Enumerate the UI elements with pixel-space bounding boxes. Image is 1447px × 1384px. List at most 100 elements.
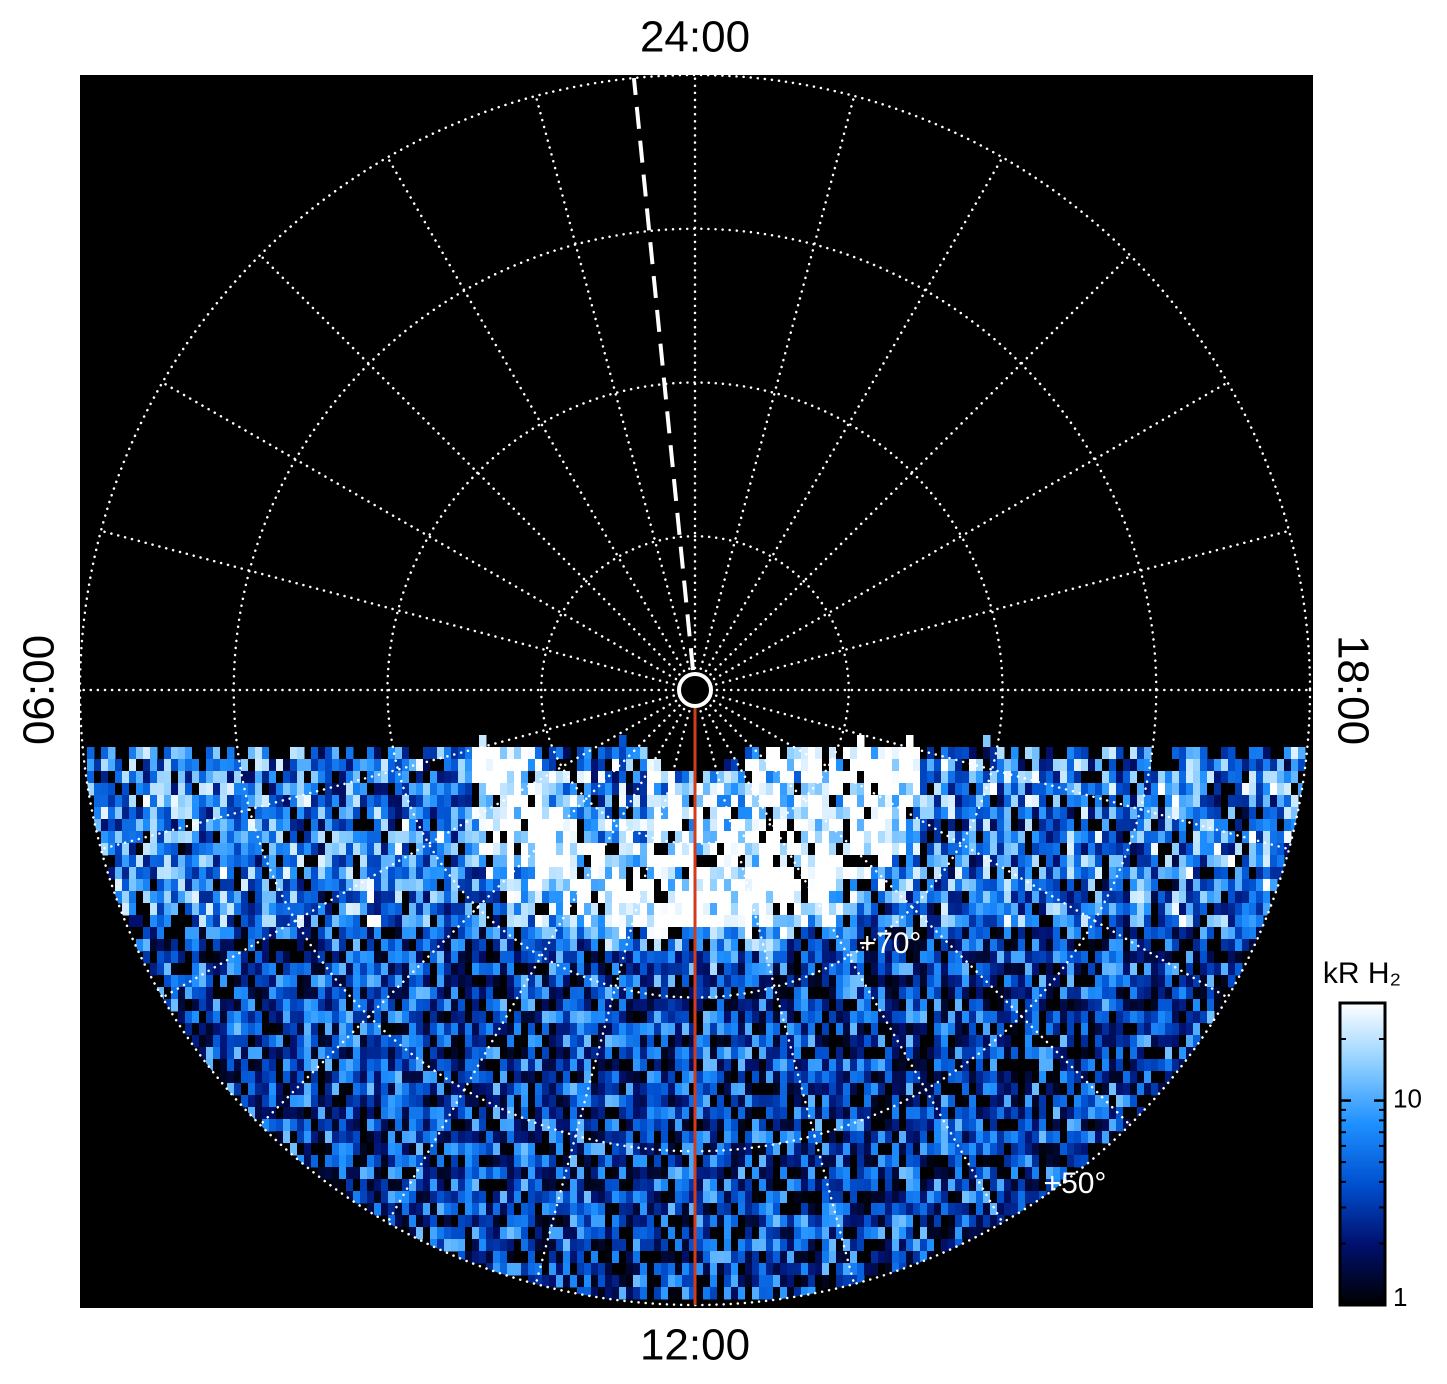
emission-pixel — [465, 975, 473, 988]
emission-pixel — [1095, 1023, 1103, 1036]
emission-pixel — [850, 915, 858, 928]
emission-pixel — [983, 927, 991, 940]
emission-pixel — [1011, 1095, 1019, 1108]
emission-pixel — [605, 1071, 613, 1084]
emission-pixel — [220, 771, 228, 784]
emission-pixel — [479, 1095, 487, 1108]
emission-pixel — [332, 987, 340, 1000]
emission-pixel — [521, 987, 529, 1000]
emission-pixel — [1214, 759, 1222, 772]
emission-pixel — [311, 1035, 319, 1048]
emission-pixel — [213, 927, 221, 940]
emission-pixel — [766, 1083, 774, 1096]
emission-pixel — [766, 1059, 774, 1072]
emission-pixel — [668, 879, 676, 892]
emission-pixel — [416, 915, 424, 928]
emission-pixel — [801, 843, 809, 856]
emission-pixel — [143, 915, 151, 928]
emission-pixel — [486, 771, 494, 784]
emission-pixel — [353, 999, 361, 1012]
emission-pixel — [1025, 771, 1033, 784]
emission-pixel — [584, 987, 592, 1000]
emission-pixel — [1025, 891, 1033, 904]
emission-pixel — [472, 855, 480, 868]
emission-pixel — [689, 819, 697, 832]
emission-pixel — [591, 855, 599, 868]
emission-pixel — [458, 975, 466, 988]
emission-pixel — [864, 831, 872, 844]
emission-pixel — [528, 1119, 536, 1132]
emission-pixel — [465, 867, 473, 880]
emission-pixel — [1060, 759, 1068, 772]
emission-pixel — [822, 1035, 830, 1048]
emission-pixel — [542, 1119, 550, 1132]
emission-pixel — [318, 843, 326, 856]
emission-pixel — [962, 1119, 970, 1132]
emission-pixel — [290, 987, 298, 1000]
emission-pixel — [1249, 771, 1257, 784]
emission-pixel — [374, 879, 382, 892]
emission-pixel — [640, 963, 648, 976]
emission-pixel — [213, 819, 221, 832]
emission-pixel — [318, 1047, 326, 1060]
emission-pixel — [395, 987, 403, 1000]
emission-pixel — [752, 987, 760, 1000]
emission-pixel — [1291, 783, 1299, 796]
emission-pixel — [1277, 759, 1285, 772]
emission-pixel — [395, 807, 403, 820]
emission-pixel — [668, 1107, 676, 1120]
emission-pixel — [899, 951, 907, 964]
emission-pixel — [360, 1119, 368, 1132]
emission-pixel — [1165, 807, 1173, 820]
emission-pixel — [843, 1107, 851, 1120]
emission-pixel — [227, 915, 235, 928]
emission-pixel — [969, 1035, 977, 1048]
emission-pixel — [276, 963, 284, 976]
emission-pixel — [353, 783, 361, 796]
emission-pixel — [1214, 951, 1222, 964]
emission-pixel — [1256, 831, 1264, 844]
emission-pixel — [1116, 1023, 1124, 1036]
emission-pixel — [703, 1011, 711, 1024]
emission-pixel — [262, 843, 270, 856]
emission-pixel — [556, 855, 564, 868]
emission-pixel — [955, 1047, 963, 1060]
emission-pixel — [367, 891, 375, 904]
emission-pixel — [794, 951, 802, 964]
emission-pixel — [1179, 903, 1187, 916]
emission-pixel — [290, 1011, 298, 1024]
emission-pixel — [1221, 975, 1229, 988]
emission-pixel — [955, 795, 963, 808]
emission-pixel — [598, 819, 606, 832]
emission-pixel — [878, 831, 886, 844]
emission-pixel — [948, 1119, 956, 1132]
emission-pixel — [381, 1119, 389, 1132]
emission-pixel — [381, 867, 389, 880]
emission-pixel — [710, 999, 718, 1012]
emission-pixel — [262, 987, 270, 1000]
emission-pixel — [941, 807, 949, 820]
emission-pixel — [1060, 783, 1068, 796]
emission-pixel — [514, 975, 522, 988]
emission-pixel — [346, 855, 354, 868]
emission-pixel — [339, 891, 347, 904]
emission-pixel — [640, 795, 648, 808]
emission-pixel — [626, 783, 634, 796]
emission-pixel — [850, 903, 858, 916]
emission-pixel — [1221, 891, 1229, 904]
emission-pixel — [591, 1047, 599, 1060]
emission-pixel — [822, 807, 830, 820]
emission-pixel — [647, 1095, 655, 1108]
emission-pixel — [766, 999, 774, 1012]
emission-pixel — [668, 927, 676, 940]
emission-pixel — [1004, 867, 1012, 880]
emission-pixel — [1242, 915, 1250, 928]
emission-pixel — [521, 1059, 529, 1072]
emission-pixel — [136, 927, 144, 940]
emission-pixel — [178, 987, 186, 1000]
emission-pixel — [941, 1011, 949, 1024]
emission-pixel — [990, 879, 998, 892]
emission-pixel — [528, 759, 536, 772]
emission-pixel — [997, 759, 1005, 772]
emission-pixel — [1018, 975, 1026, 988]
